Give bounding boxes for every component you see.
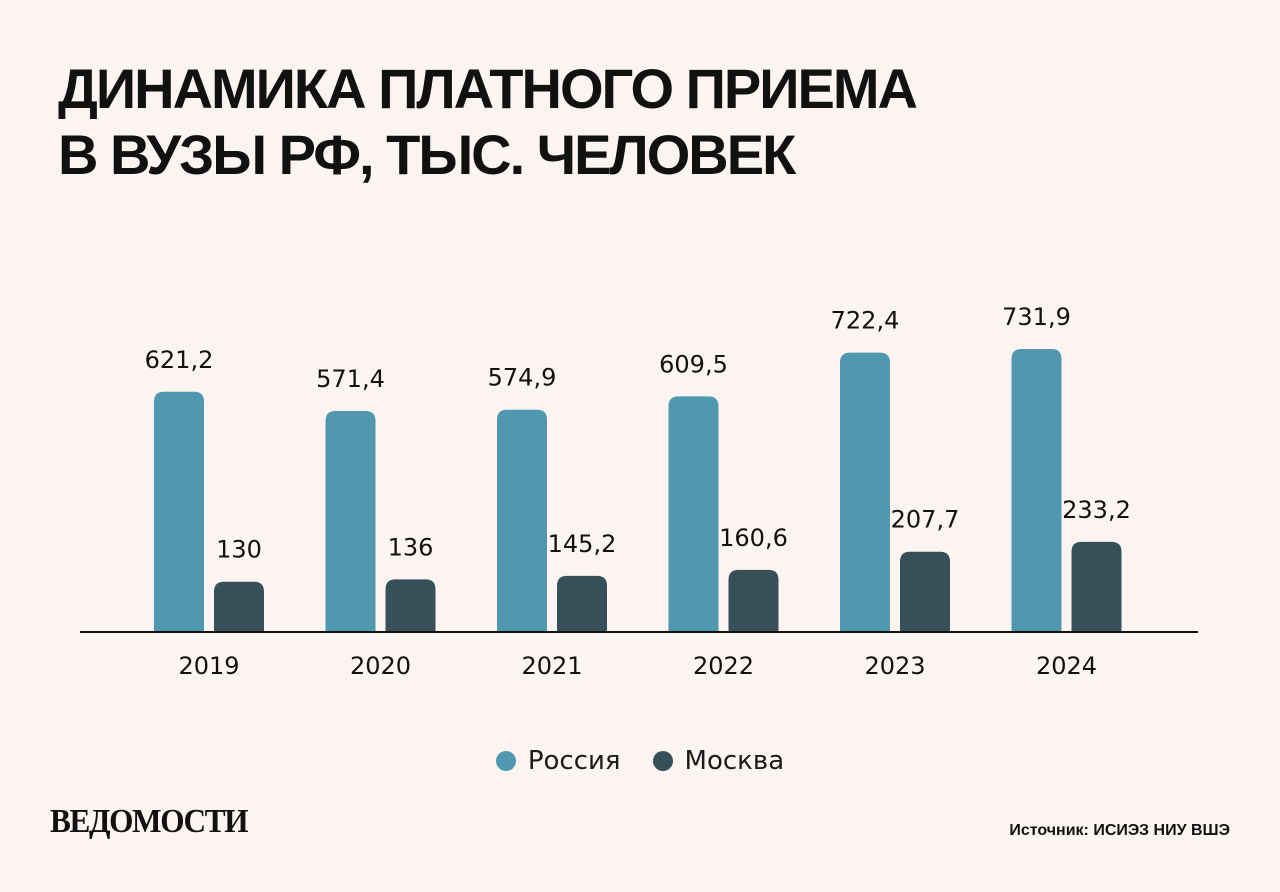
bar-moscow-2021: [557, 575, 607, 632]
data-label-russia-2019: 621,2: [145, 346, 214, 374]
source-note: Источник: ИСИЭЗ НИУ ВШЭ: [1009, 822, 1230, 839]
x-tick-label-2020: 2020: [350, 652, 411, 680]
data-label-russia-2023: 722,4: [831, 307, 900, 335]
bar-russia-2023: [840, 352, 890, 632]
legend-label-russia: Россия: [527, 746, 621, 776]
data-label-russia-2021: 574,9: [488, 364, 557, 392]
legend-swatch-moscow: [652, 751, 673, 771]
data-label-russia-2024: 731,9: [1002, 303, 1071, 331]
data-label-moscow-2024: 233,2: [1062, 496, 1131, 524]
bar-russia-2020: [325, 411, 376, 632]
vedomosti-logo: ВЕДОМОСТИ: [50, 803, 249, 840]
bar-russia-2019: [154, 391, 204, 632]
bar-russia-2022: [668, 396, 719, 632]
bar-russia-2024: [1011, 348, 1062, 632]
data-label-moscow-2020: 136: [388, 533, 434, 561]
data-label-moscow-2019: 130: [216, 536, 262, 564]
x-tick-label-2019: 2019: [178, 652, 239, 680]
bar-moscow-2023: [900, 551, 950, 632]
x-tick-label-2024: 2024: [1036, 652, 1097, 680]
data-label-russia-2020: 571,4: [316, 365, 385, 393]
bar-moscow-2020: [385, 579, 436, 632]
bar-moscow-2022: [728, 569, 779, 632]
chart-title: Динамика платного приема в вузы РФ, тыс.…: [58, 56, 918, 188]
bar-moscow-2019: [214, 581, 264, 632]
x-tick-label-2021: 2021: [521, 652, 582, 680]
data-label-moscow-2023: 207,7: [891, 506, 960, 534]
x-tick-label-2022: 2022: [693, 652, 754, 680]
bar-russia-2021: [497, 409, 547, 632]
bar-moscow-2024: [1071, 541, 1122, 632]
legend-label-moscow: Москва: [684, 746, 785, 776]
data-label-moscow-2022: 160,6: [719, 524, 788, 552]
legend-item-russia: Россия: [495, 746, 621, 776]
data-label-moscow-2021: 145,2: [548, 530, 617, 558]
chart-legend: Россия Москва: [0, 746, 1280, 776]
chart-title-line-1: Динамика платного приема: [58, 57, 918, 120]
data-label-russia-2022: 609,5: [659, 350, 728, 378]
x-tick-label-2023: 2023: [864, 652, 925, 680]
chart-title-line-2: в вузы РФ, тыс. человек: [58, 123, 796, 186]
legend-item-moscow: Москва: [652, 746, 785, 776]
legend-swatch-russia: [495, 751, 516, 771]
